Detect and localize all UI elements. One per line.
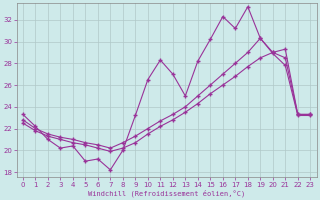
X-axis label: Windchill (Refroidissement éolien,°C): Windchill (Refroidissement éolien,°C) bbox=[88, 189, 245, 197]
